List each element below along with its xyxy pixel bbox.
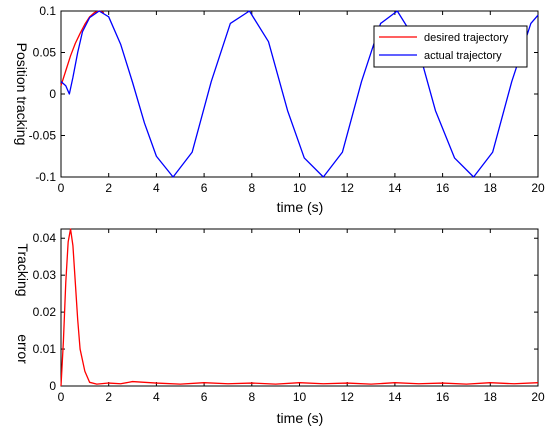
bottom-y-tick-label: 0.04: [33, 231, 57, 245]
top-x-tick-label: 16: [436, 181, 450, 195]
top-x-tick-label: 18: [484, 181, 498, 195]
bottom-x-tick-label: 20: [531, 390, 545, 404]
top-y-ticks: -0.1 -0.05 0 0.05 0.1: [29, 4, 538, 184]
top-x-tick-label: 10: [293, 181, 307, 195]
bottom-y-tick-label: 0.03: [33, 268, 57, 282]
top-x-tick-label: 8: [248, 181, 255, 195]
bottom-x-tick-label: 12: [341, 390, 355, 404]
bottom-x-tick-label: 0: [58, 390, 65, 404]
bottom-series-lines: [60, 228, 539, 387]
bottom-x-ticks: 0 2 4 6 8 10 12 14 16 18 20: [58, 229, 545, 404]
top-series-line-0: [60, 10, 105, 86]
legend-box: [373, 25, 528, 68]
bottom-y-tick-label: 0.02: [33, 305, 57, 319]
top-x-tick-label: 12: [341, 181, 355, 195]
bottom-x-tick-label: 4: [153, 390, 160, 404]
top-x-tick-label: 2: [105, 181, 112, 195]
bottom-x-tick-label: 8: [248, 390, 255, 404]
top-y-axis-label: Position tracking: [14, 43, 30, 146]
bottom-x-tick-label: 14: [388, 390, 402, 404]
bottom-x-axis-label: time (s): [277, 410, 324, 426]
bottom-y-axis-label-line1: Tracking: [15, 243, 31, 296]
top-series-line-1: [60, 10, 539, 178]
top-x-axis-label: time (s): [277, 199, 324, 215]
bottom-x-tick-label: 2: [105, 390, 112, 404]
top-y-tick-label: -0.1: [35, 170, 56, 184]
top-x-ticks: 0 2 4 6 8 10 12 14 16 18 20: [58, 11, 545, 195]
top-plot: 0 2 4 6 8 10 12 14 16 18 20 -0.1 -0.05 0 0.05 0.1 time…: [14, 4, 545, 215]
top-x-tick-label: 14: [388, 181, 402, 195]
top-series-lines: [60, 10, 539, 178]
top-x-tick-label: 6: [201, 181, 208, 195]
top-y-tick-label: 0.05: [33, 46, 57, 60]
bottom-x-tick-label: 16: [436, 390, 450, 404]
bottom-y-tick-label: 0: [49, 379, 56, 393]
top-x-tick-label: 20: [531, 181, 545, 195]
bottom-plot-axes-box: [60, 228, 539, 387]
bottom-x-tick-label: 6: [201, 390, 208, 404]
top-y-tick-label: 0: [49, 87, 56, 101]
legend: desired trajectory actual trajectory: [373, 25, 528, 68]
bottom-y-axis-label-line2: error: [15, 334, 31, 364]
bottom-plot: 0 2 4 6 8 10 12 14 16 18 20 0 0.01 0.02 0.03 0.04 time…: [15, 228, 545, 426]
bottom-y-ticks: 0 0.01 0.02 0.03 0.04: [33, 231, 538, 393]
top-y-tick-label: -0.05: [29, 129, 57, 143]
bottom-series-line-0: [60, 228, 539, 387]
legend-label-actual: actual trajectory: [424, 50, 502, 62]
top-y-tick-label: 0.1: [39, 4, 56, 18]
bottom-y-tick-label: 0.01: [33, 342, 57, 356]
bottom-x-tick-label: 18: [484, 390, 498, 404]
legend-label-desired: desired trajectory: [424, 32, 509, 44]
bottom-x-tick-label: 10: [293, 390, 307, 404]
top-x-tick-label: 4: [153, 181, 160, 195]
top-x-tick-label: 0: [58, 181, 65, 195]
